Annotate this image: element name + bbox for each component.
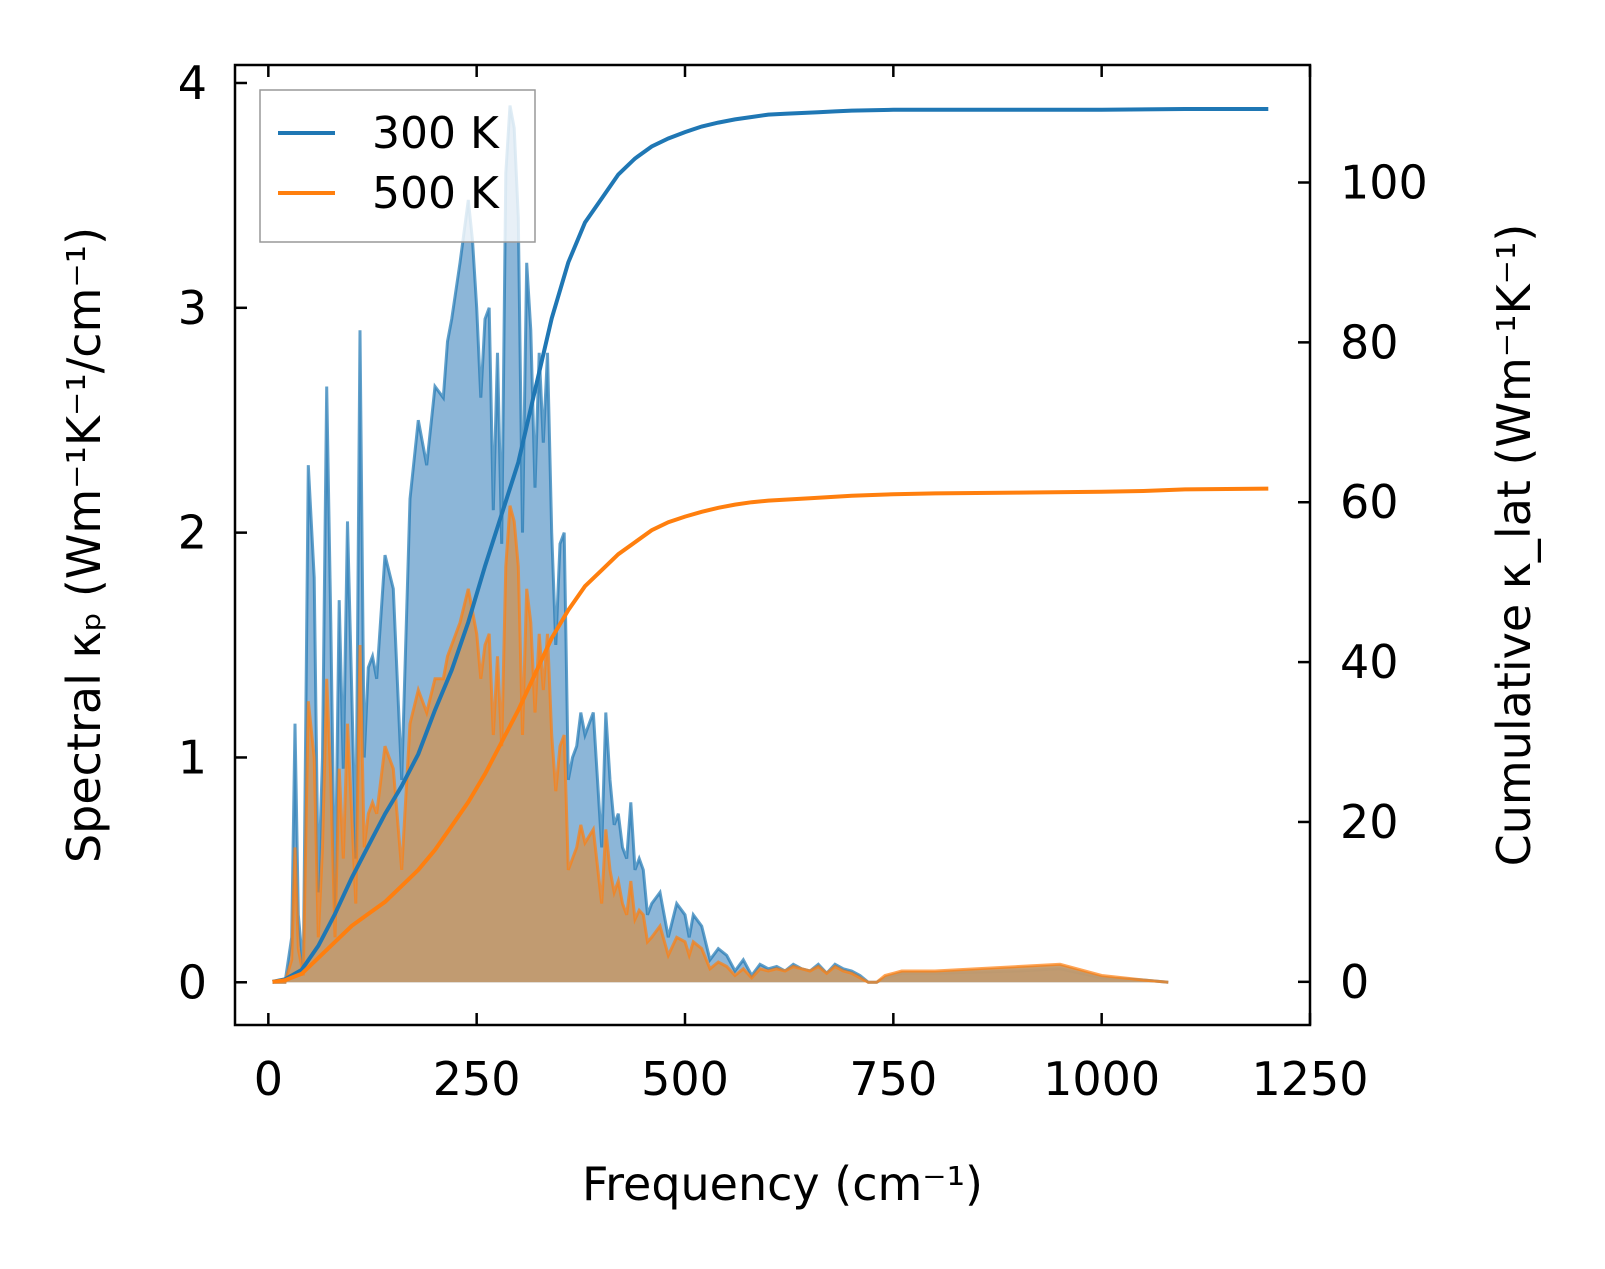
x-tick-label: 1250 [1251,1052,1368,1106]
plot-area [272,105,1269,984]
y-tick-label: 3 [178,281,207,335]
spectral-line-300k [272,105,1169,984]
x-tick-label: 1000 [1043,1052,1160,1106]
axes: 0 250 500 750 1000 125001234020406080100Frequ… [57,56,1541,1211]
y-axis-label: Spectral κₚ (Wm⁻¹K⁻¹/cm⁻¹) [57,227,111,863]
y2-tick-label: 80 [1340,315,1399,369]
y-tick-label: 1 [178,730,207,784]
y2-tick-label: 100 [1340,156,1428,210]
y-tick-label: 4 [178,56,207,110]
cumulative-line-500k [272,486,1269,984]
x-tick-label: 250 [433,1052,521,1106]
y2-tick-label: 0 [1340,955,1369,1009]
spectral-line-500k [272,505,1169,984]
y2-tick-label: 40 [1340,635,1399,689]
x-axis-label: Frequency (cm⁻¹) [582,1157,983,1211]
legend-box [259,89,536,243]
y-tick-label: 0 [178,955,207,1009]
y2-axis-label: Cumulative κ_lat (Wm⁻¹K⁻¹) [1487,224,1541,867]
legend: 300 K 500 K [259,89,536,243]
legend-label: 500 K [372,168,500,219]
axes-frame [233,63,1312,1027]
legend-label: 300 K [372,108,500,159]
cumulative-line-300k [272,107,1269,984]
y2-tick-label: 60 [1340,475,1399,529]
y2-tick-label: 20 [1340,795,1399,849]
spectral-area-500k [272,505,1169,983]
y-tick-label: 2 [178,506,207,560]
x-tick-label: 500 [641,1052,729,1106]
x-tick-label: 750 [849,1052,937,1106]
x-tick-label: 0 [254,1052,283,1106]
